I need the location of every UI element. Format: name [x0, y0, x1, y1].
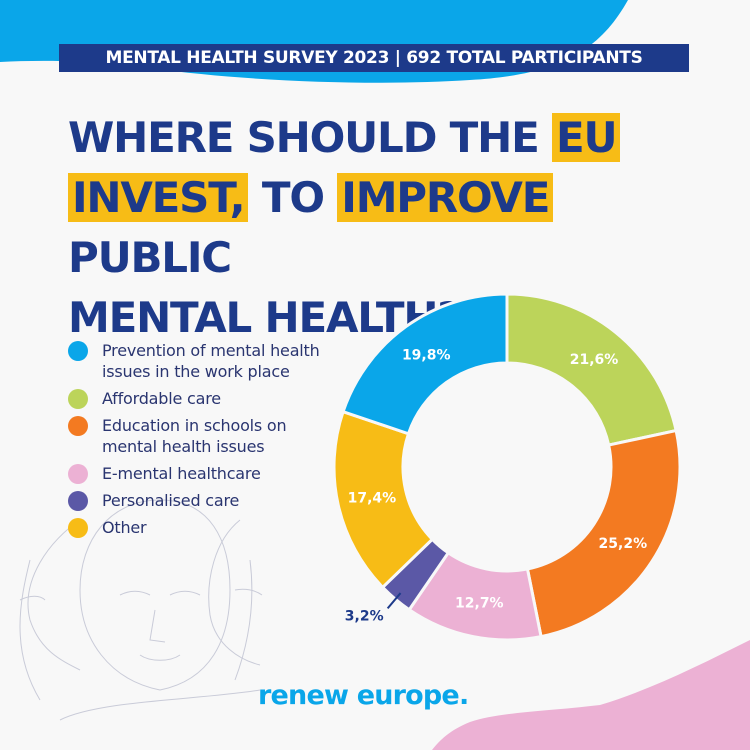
legend-item-e-mental-healthcare: E-mental healthcare	[68, 463, 338, 484]
segment-value-label: 3,2%	[345, 608, 384, 624]
legend-item-affordable-care: Affordable care	[68, 388, 338, 409]
legend-label: Prevention of mental health issues in th…	[102, 341, 320, 381]
segment-value-label: 17,4%	[348, 490, 397, 506]
legend-dot-icon	[68, 491, 88, 511]
legend-item-personalised-care: Personalised care	[68, 490, 338, 511]
legend-dot-icon	[68, 518, 88, 538]
segment-value-label: 21,6%	[570, 352, 619, 368]
legend-label: Other	[102, 518, 147, 537]
title-highlight-improve: IMPROVE	[337, 173, 554, 222]
legend-label: Affordable care	[102, 389, 221, 408]
legend-item-other: Other	[68, 517, 338, 538]
leader-line	[386, 592, 402, 609]
page-title: WHERE SHOULD THE EU INVEST, TO IMPROVE P…	[68, 108, 708, 348]
segment-value-label: 12,7%	[455, 596, 504, 612]
bottom-pink-blob	[432, 640, 750, 750]
legend-dot-icon	[68, 416, 88, 436]
survey-banner: MENTAL HEALTH SURVEY 2023 | 692 TOTAL PA…	[59, 44, 689, 72]
title-highlight-eu: EU	[552, 113, 621, 162]
segment-prevention	[341, 292, 509, 436]
legend-label: E-mental healthcare	[102, 464, 261, 483]
legend-label: Personalised care	[102, 491, 240, 510]
title-part-3: PUBLIC	[68, 233, 232, 282]
title-part-1: WHERE SHOULD THE	[68, 113, 552, 162]
faces-line-art-icon	[19, 499, 263, 721]
segment-affordable-care	[505, 292, 678, 447]
segment-value-label: 25,2%	[599, 536, 648, 552]
legend-dot-icon	[68, 341, 88, 361]
chart-legend: Prevention of mental health issues in th…	[68, 340, 338, 544]
legend-dot-icon	[68, 464, 88, 484]
title-highlight-invest: INVEST,	[68, 173, 249, 222]
legend-dot-icon	[68, 389, 88, 409]
legend-item-prevention: Prevention of mental health issues in th…	[68, 340, 338, 382]
legend-item-education: Education in schools on mental health is…	[68, 415, 338, 457]
renew-europe-logo: renew europe.	[258, 680, 469, 711]
segment-value-label: 19,8%	[402, 347, 451, 363]
legend-label: Education in schools on mental health is…	[102, 416, 287, 456]
segment-education	[525, 428, 682, 639]
title-part-2: TO	[248, 173, 338, 222]
